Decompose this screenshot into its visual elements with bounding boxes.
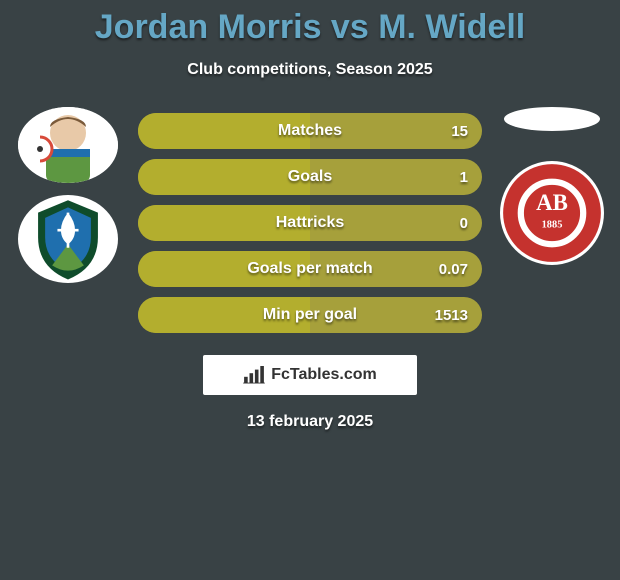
stat-label: Hattricks (138, 205, 482, 241)
stat-label: Min per goal (138, 297, 482, 333)
stat-value-right: 0 (460, 205, 468, 241)
comparison-area: AB 1885 Matches15 Goals1 Hattricks0 Goals p… (0, 107, 620, 337)
stat-row: Goals per match0.07 (138, 251, 482, 287)
bar-chart-icon (243, 366, 265, 384)
stat-label: Matches (138, 113, 482, 149)
page-title: Jordan Morris vs M. Widell (0, 0, 620, 47)
attribution-box: FcTables.com (203, 355, 417, 395)
left-club-logo (18, 195, 118, 283)
stat-row: Hattricks0 (138, 205, 482, 241)
stats-bars: Matches15 Goals1 Hattricks0 Goals per match… (138, 113, 482, 343)
right-player-photo-placeholder (504, 107, 600, 131)
stat-row: Min per goal1513 (138, 297, 482, 333)
stat-row: Matches15 (138, 113, 482, 149)
right-player-column: AB 1885 (492, 107, 612, 265)
svg-text:AB: AB (536, 190, 568, 215)
right-club-logo: AB 1885 (500, 161, 604, 265)
attribution-text: FcTables.com (271, 366, 377, 384)
date-label: 13 february 2025 (0, 413, 620, 431)
stat-label: Goals (138, 159, 482, 195)
club-year: 1885 (542, 220, 563, 231)
left-player-column (8, 107, 128, 283)
stat-value-right: 1 (460, 159, 468, 195)
stat-value-right: 15 (451, 113, 468, 149)
page-subtitle: Club competitions, Season 2025 (0, 61, 620, 79)
stat-label: Goals per match (138, 251, 482, 287)
left-player-photo (18, 107, 118, 183)
stat-value-right: 1513 (435, 297, 468, 333)
stat-value-right: 0.07 (439, 251, 468, 287)
stat-row: Goals1 (138, 159, 482, 195)
attribution-label: FcTables.com (243, 366, 377, 384)
